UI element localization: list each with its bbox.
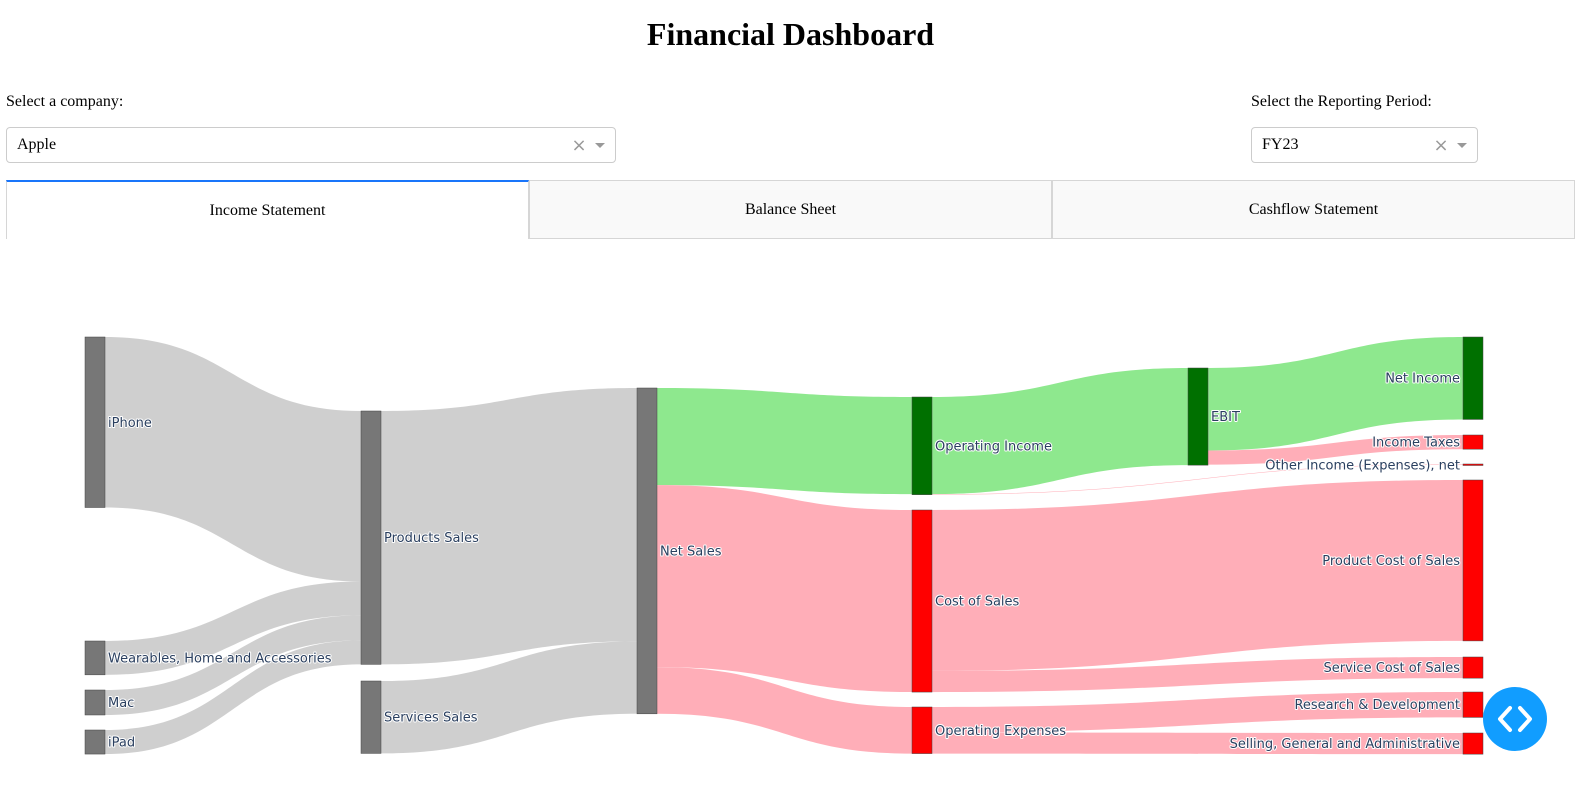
sankey-node-mac[interactable] bbox=[84, 689, 106, 716]
sankey-node-label-rnd: Research & Development bbox=[1294, 698, 1460, 713]
sankey-link-mac-to-products bbox=[105, 615, 361, 715]
sankey-node-label-netsales: Net Sales bbox=[660, 544, 722, 559]
sankey-node-label-sga: Selling, General and Administrative bbox=[1230, 737, 1460, 752]
sankey-link-ipad-to-products bbox=[105, 640, 361, 755]
company-select-label: Select a company: bbox=[6, 93, 124, 110]
sankey-node-wearables[interactable] bbox=[84, 640, 106, 676]
company-dropdown[interactable]: Apple × bbox=[6, 127, 616, 163]
sankey-node-label-other: Other Income (Expenses), net bbox=[1265, 458, 1460, 473]
page-title: Financial Dashboard bbox=[646, 16, 935, 52]
sankey-node-taxes[interactable] bbox=[1462, 434, 1484, 450]
tab-balance-sheet[interactable]: Balance Sheet bbox=[529, 180, 1052, 239]
sankey-node-iphone[interactable] bbox=[84, 336, 106, 508]
sankey-node-opex[interactable] bbox=[911, 706, 933, 754]
sankey-node-label-mac: Mac bbox=[108, 696, 134, 711]
sankey-node-label-opex: Operating Expenses bbox=[935, 724, 1066, 739]
period-dropdown-value: FY23 bbox=[1262, 136, 1299, 153]
sankey-link-wearables-to-products bbox=[105, 581, 361, 675]
sankey-link-iphone-to-products bbox=[105, 337, 361, 582]
sankey-link-opex-to-sga bbox=[932, 732, 1463, 755]
company-dropdown-value: Apple bbox=[17, 136, 57, 153]
sankey-node-label-products: Products Sales bbox=[384, 531, 479, 546]
sankey-node-services[interactable] bbox=[360, 680, 382, 754]
sankey-link-opex-to-rnd bbox=[932, 692, 1463, 733]
sankey-node-label-taxes: Income Taxes bbox=[1372, 436, 1460, 451]
sankey-link-cos-to-pcos bbox=[932, 480, 1463, 671]
sankey-node-opincome[interactable] bbox=[911, 396, 933, 495]
sankey-link-netsales-to-opex bbox=[657, 667, 912, 754]
sankey-node-scos[interactable] bbox=[1462, 656, 1484, 679]
sankey-node-label-ebit: EBIT bbox=[1211, 410, 1240, 425]
tab-cashflow-statement[interactable]: Cashflow Statement bbox=[1052, 180, 1575, 239]
sankey-node-label-scos: Service Cost of Sales bbox=[1324, 661, 1461, 676]
sankey-node-cos[interactable] bbox=[911, 509, 933, 693]
sankey-node-label-cos: Cost of Sales bbox=[935, 595, 1020, 610]
close-icon[interactable]: × bbox=[571, 134, 587, 156]
sankey-link-netsales-to-opincome bbox=[657, 388, 912, 495]
sankey-link-products-to-netsales bbox=[381, 388, 637, 665]
sankey-node-other[interactable] bbox=[1462, 463, 1484, 466]
sankey-node-products[interactable] bbox=[360, 410, 382, 665]
sankey-node-ebit[interactable] bbox=[1187, 367, 1209, 466]
sankey-link-services-to-netsales bbox=[381, 641, 637, 754]
statement-tabs: Income Statement Balance Sheet Cashflow … bbox=[6, 180, 1575, 240]
sankey-node-netincome[interactable] bbox=[1462, 336, 1484, 420]
dev-tools-button[interactable] bbox=[1483, 687, 1547, 751]
sankey-node-ipad[interactable] bbox=[84, 729, 106, 755]
sankey-link-opincome-to-other bbox=[932, 464, 1463, 495]
period-select-label: Select the Reporting Period: bbox=[1251, 93, 1432, 110]
caret-down-icon[interactable] bbox=[1457, 142, 1467, 148]
sankey-node-pcos[interactable] bbox=[1462, 479, 1484, 642]
sankey-node-sga[interactable] bbox=[1462, 732, 1484, 755]
sankey-node-netsales[interactable] bbox=[636, 387, 658, 715]
period-dropdown[interactable]: FY23 × bbox=[1251, 127, 1478, 163]
sankey-node-label-netincome: Net Income bbox=[1385, 372, 1460, 387]
sankey-link-ebit-to-netincome bbox=[1208, 337, 1463, 451]
sankey-node-label-services: Services Sales bbox=[384, 711, 478, 726]
code-icon bbox=[1498, 706, 1532, 732]
sankey-node-label-iphone: iPhone bbox=[108, 416, 152, 431]
sankey-node-label-ipad: iPad bbox=[108, 736, 135, 751]
caret-down-icon[interactable] bbox=[595, 142, 605, 148]
income-statement-sankey-chart: iPhone Wearables, Home and Accessories Mac… bbox=[84, 336, 1484, 755]
sankey-node-label-opincome: Operating Income bbox=[935, 439, 1052, 454]
sankey-link-cos-to-scos bbox=[932, 657, 1463, 693]
sankey-node-label-wearables: Wearables, Home and Accessories bbox=[108, 651, 332, 666]
sankey-link-ebit-to-taxes bbox=[1208, 435, 1463, 465]
sankey-node-rnd[interactable] bbox=[1462, 691, 1484, 718]
tab-income-statement[interactable]: Income Statement bbox=[6, 180, 529, 239]
sankey-node-label-pcos: Product Cost of Sales bbox=[1322, 554, 1460, 569]
sankey-link-opincome-to-ebit bbox=[932, 368, 1188, 495]
close-icon[interactable]: × bbox=[1433, 134, 1449, 156]
sankey-link-netsales-to-cos bbox=[657, 485, 912, 692]
